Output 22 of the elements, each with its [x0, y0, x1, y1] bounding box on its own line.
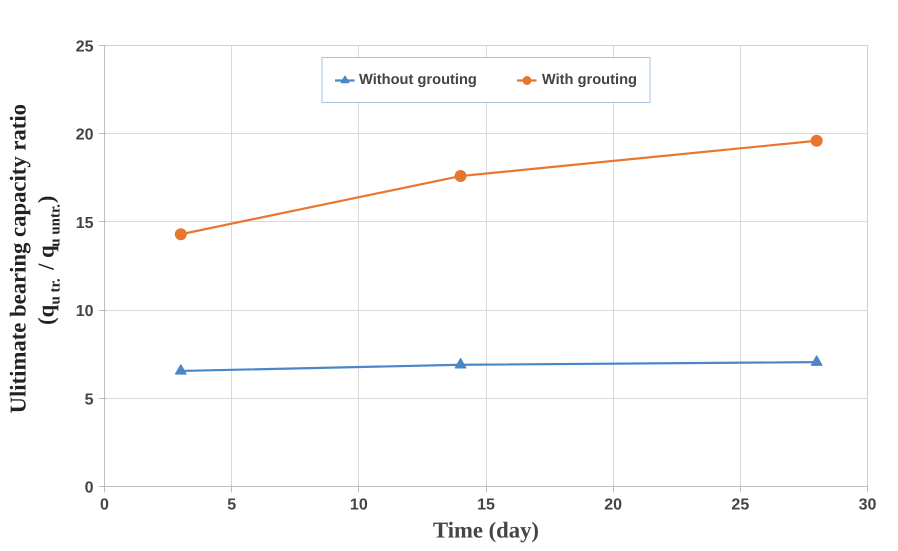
x-axis-title: Time (day): [433, 518, 539, 542]
y-tick-label: 20: [76, 126, 94, 144]
x-tick-label: 10: [350, 496, 368, 514]
x-tick-label: 5: [227, 496, 236, 514]
point: [454, 358, 467, 368]
x-tick-label: 30: [858, 496, 876, 514]
y-tick-label: 25: [76, 38, 94, 56]
y-tick-label: 5: [84, 391, 94, 408]
legend-label: Without grouting: [359, 72, 477, 88]
x-tick-label: 20: [604, 496, 622, 514]
x-tick-label: 0: [100, 496, 110, 514]
point: [454, 170, 467, 182]
point: [810, 134, 823, 147]
y-tick-label: 0: [84, 480, 94, 496]
x-tick-label: 25: [731, 496, 750, 514]
legend-label: With grouting: [542, 72, 637, 88]
point: [810, 355, 823, 366]
y-tick-label: 15: [76, 214, 94, 232]
point: [174, 228, 187, 240]
x-tick-label: 15: [477, 496, 495, 514]
point: [174, 364, 187, 375]
y-tick-label: 10: [76, 303, 94, 320]
